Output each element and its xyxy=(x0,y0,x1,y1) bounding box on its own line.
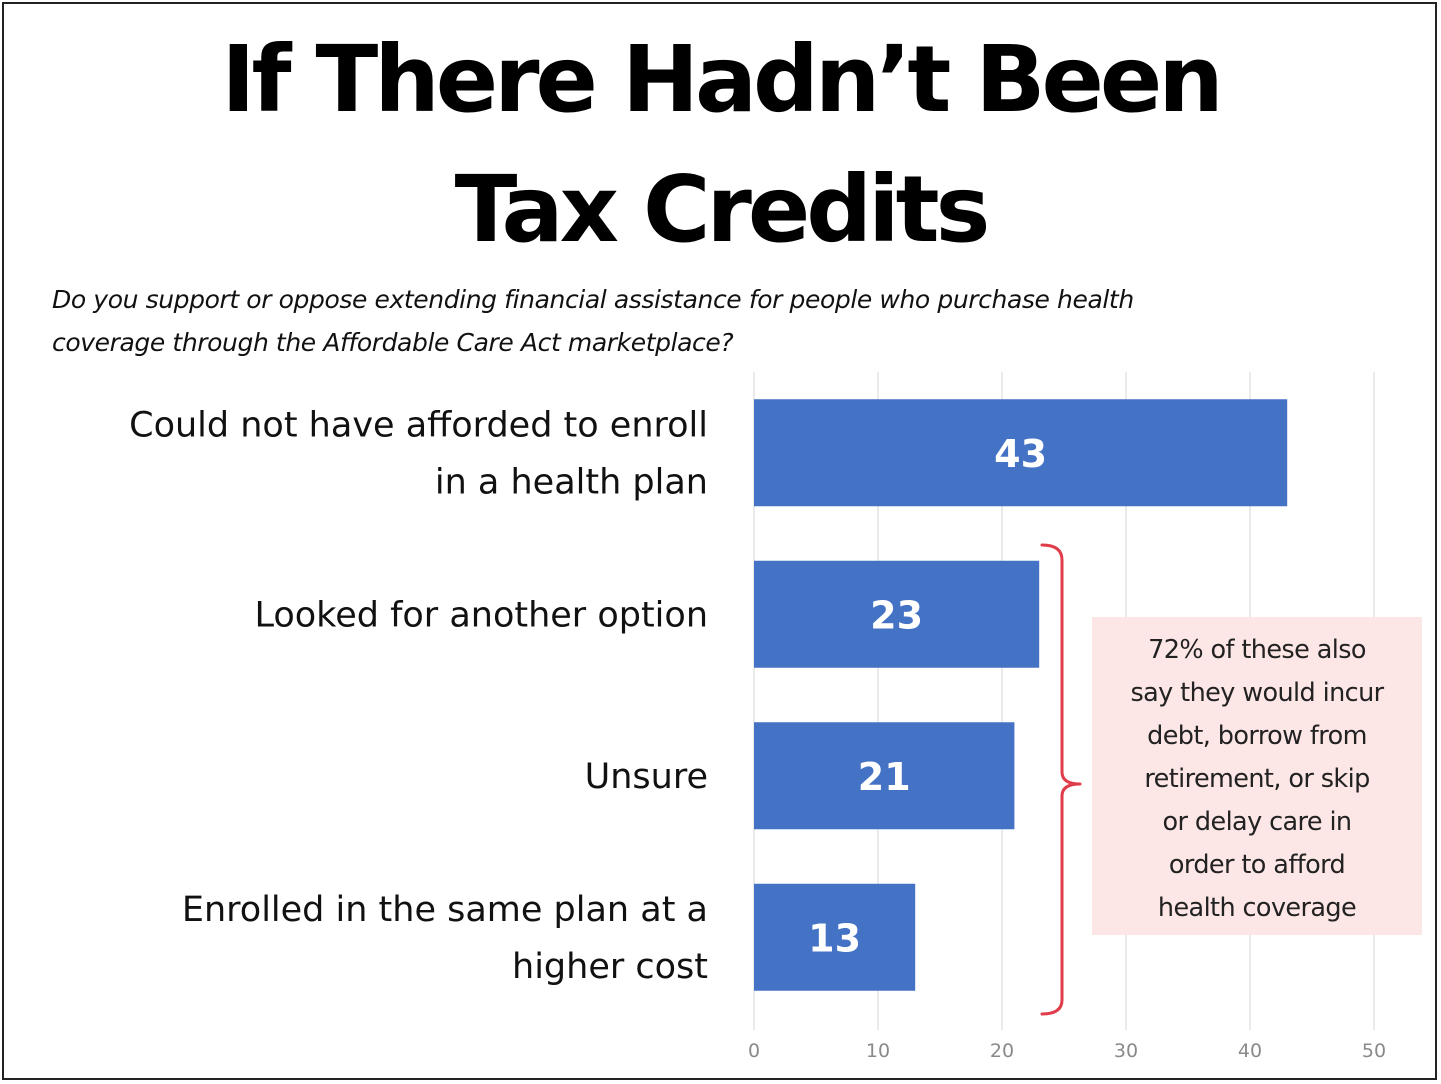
category-label: Unsure xyxy=(585,757,708,797)
category-label: higher cost xyxy=(512,947,708,987)
bar xyxy=(754,560,1040,668)
bar-value-label: 13 xyxy=(808,916,861,960)
chart-subtitle-line-1: Do you support or oppose extending finan… xyxy=(52,285,1134,314)
annotation-line: order to afford xyxy=(1168,850,1346,880)
chart-subtitle-line-2: coverage through the Affordable Care Act… xyxy=(52,328,734,357)
bar-value-label: 23 xyxy=(870,593,923,637)
category-label: in a health plan xyxy=(435,462,708,502)
annotation-line: retirement, or skip xyxy=(1144,764,1370,794)
chart-title-line-1: If There Hadn’t Been xyxy=(221,26,1224,133)
bar xyxy=(754,399,1288,507)
x-tick-label: 20 xyxy=(990,1040,1014,1062)
x-tick-label: 0 xyxy=(748,1040,760,1062)
bar-value-label: 21 xyxy=(858,755,911,799)
x-tick-label: 40 xyxy=(1238,1040,1262,1062)
bar-value-label: 43 xyxy=(994,432,1047,476)
annotation-line: say they would incur xyxy=(1130,678,1384,708)
chart-title-line-2: Tax Credits xyxy=(454,156,991,263)
annotation-box: 72% of these also say they would incur d… xyxy=(1092,617,1422,935)
annotation-line: 72% of these also xyxy=(1148,635,1366,665)
annotation-line: health coverage xyxy=(1157,893,1357,923)
x-tick-label: 30 xyxy=(1114,1040,1138,1062)
category-label: Enrolled in the same plan at a xyxy=(182,890,708,930)
x-tick-label: 10 xyxy=(866,1040,890,1062)
bar xyxy=(754,883,916,991)
group-bracket xyxy=(1040,543,1082,1016)
annotation-line: or delay care in xyxy=(1162,807,1353,837)
category-label: Looked for another option xyxy=(254,595,708,635)
annotation-line: debt, borrow from xyxy=(1147,721,1367,751)
x-tick-label: 50 xyxy=(1362,1040,1386,1062)
category-label: Could not have afforded to enroll xyxy=(129,405,708,445)
bar xyxy=(754,722,1015,830)
